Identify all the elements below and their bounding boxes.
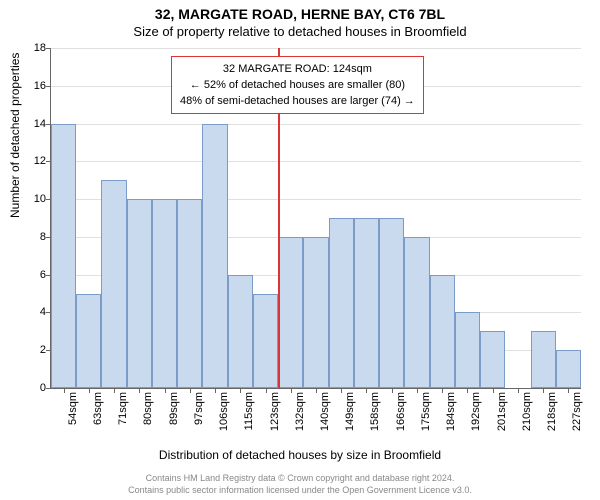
x-tick: [114, 388, 115, 393]
grid-line: [51, 48, 581, 49]
annotation-line3: 48% of semi-detached houses are larger (…: [180, 93, 415, 109]
x-tick-label: 89sqm: [168, 392, 180, 432]
y-tick: [46, 388, 51, 389]
histogram-bar: [202, 124, 227, 388]
x-tick: [190, 388, 191, 393]
x-tick: [89, 388, 90, 393]
x-tick-label: 192sqm: [470, 392, 482, 432]
histogram-bar: [152, 199, 177, 388]
y-tick-label: 10: [16, 193, 46, 205]
x-tick-label: 184sqm: [445, 392, 457, 432]
x-tick: [442, 388, 443, 393]
footer-line1: Contains HM Land Registry data © Crown c…: [146, 473, 455, 483]
y-tick-label: 12: [16, 155, 46, 167]
annotation-line2: ← 52% of detached houses are smaller (80…: [180, 77, 415, 93]
histogram-bar: [531, 331, 556, 388]
x-tick-label: 54sqm: [67, 392, 79, 432]
x-tick-label: 166sqm: [395, 392, 407, 432]
histogram-bar: [379, 218, 404, 388]
x-tick-label: 227sqm: [571, 392, 583, 432]
grid-line: [51, 124, 581, 125]
x-tick: [493, 388, 494, 393]
x-tick-label: 201sqm: [496, 392, 508, 432]
histogram-bar: [51, 124, 76, 388]
annotation-box: 32 MARGATE ROAD: 124sqm← 52% of detached…: [171, 56, 424, 114]
histogram-bar: [455, 312, 480, 388]
chart-subtitle: Size of property relative to detached ho…: [0, 24, 600, 39]
histogram-bar: [127, 199, 152, 388]
x-tick: [568, 388, 569, 393]
y-tick-label: 6: [16, 269, 46, 281]
x-tick: [467, 388, 468, 393]
x-tick: [316, 388, 317, 393]
histogram-bar: [430, 275, 455, 388]
x-tick: [266, 388, 267, 393]
y-tick-label: 8: [16, 231, 46, 243]
footer-attribution: Contains HM Land Registry data © Crown c…: [0, 472, 600, 496]
annotation-line1: 32 MARGATE ROAD: 124sqm: [180, 61, 415, 77]
x-tick: [291, 388, 292, 393]
x-tick: [139, 388, 140, 393]
x-tick-label: 132sqm: [294, 392, 306, 432]
histogram-bar: [404, 237, 429, 388]
x-tick-label: 210sqm: [521, 392, 533, 432]
histogram-bar: [303, 237, 328, 388]
x-tick-label: 218sqm: [546, 392, 558, 432]
x-tick-label: 158sqm: [369, 392, 381, 432]
histogram-bar: [278, 237, 303, 388]
x-tick: [392, 388, 393, 393]
y-tick-label: 0: [16, 382, 46, 394]
histogram-bar: [228, 275, 253, 388]
x-tick: [543, 388, 544, 393]
x-tick-label: 140sqm: [319, 392, 331, 432]
chart-title: 32, MARGATE ROAD, HERNE BAY, CT6 7BL: [0, 6, 600, 22]
footer-line2: Contains public sector information licen…: [128, 485, 472, 495]
histogram-bar: [556, 350, 581, 388]
x-tick: [240, 388, 241, 393]
histogram-bar: [354, 218, 379, 388]
x-axis-label: Distribution of detached houses by size …: [0, 448, 600, 462]
histogram-bar: [177, 199, 202, 388]
y-tick-label: 2: [16, 344, 46, 356]
x-tick-label: 97sqm: [193, 392, 205, 432]
histogram-bar: [253, 294, 278, 388]
x-tick-label: 175sqm: [420, 392, 432, 432]
histogram-bar: [329, 218, 354, 388]
x-tick: [518, 388, 519, 393]
x-tick: [341, 388, 342, 393]
x-tick-label: 63sqm: [92, 392, 104, 432]
y-tick-label: 4: [16, 306, 46, 318]
y-tick-label: 16: [16, 80, 46, 92]
x-tick: [366, 388, 367, 393]
histogram-bar: [480, 331, 505, 388]
plot-area: 32 MARGATE ROAD: 124sqm← 52% of detached…: [50, 48, 581, 389]
x-tick: [165, 388, 166, 393]
x-tick-label: 71sqm: [117, 392, 129, 432]
x-tick-label: 149sqm: [344, 392, 356, 432]
chart-container: 32, MARGATE ROAD, HERNE BAY, CT6 7BL Siz…: [0, 0, 600, 500]
y-tick: [46, 86, 51, 87]
y-tick: [46, 48, 51, 49]
x-tick-label: 80sqm: [142, 392, 154, 432]
y-tick-label: 14: [16, 118, 46, 130]
y-tick-label: 18: [16, 42, 46, 54]
x-tick-label: 115sqm: [243, 392, 255, 432]
x-tick: [417, 388, 418, 393]
histogram-bar: [76, 294, 101, 388]
grid-line: [51, 161, 581, 162]
x-tick-label: 106sqm: [218, 392, 230, 432]
x-tick: [215, 388, 216, 393]
x-tick-label: 123sqm: [269, 392, 281, 432]
histogram-bar: [101, 180, 126, 388]
x-tick: [64, 388, 65, 393]
